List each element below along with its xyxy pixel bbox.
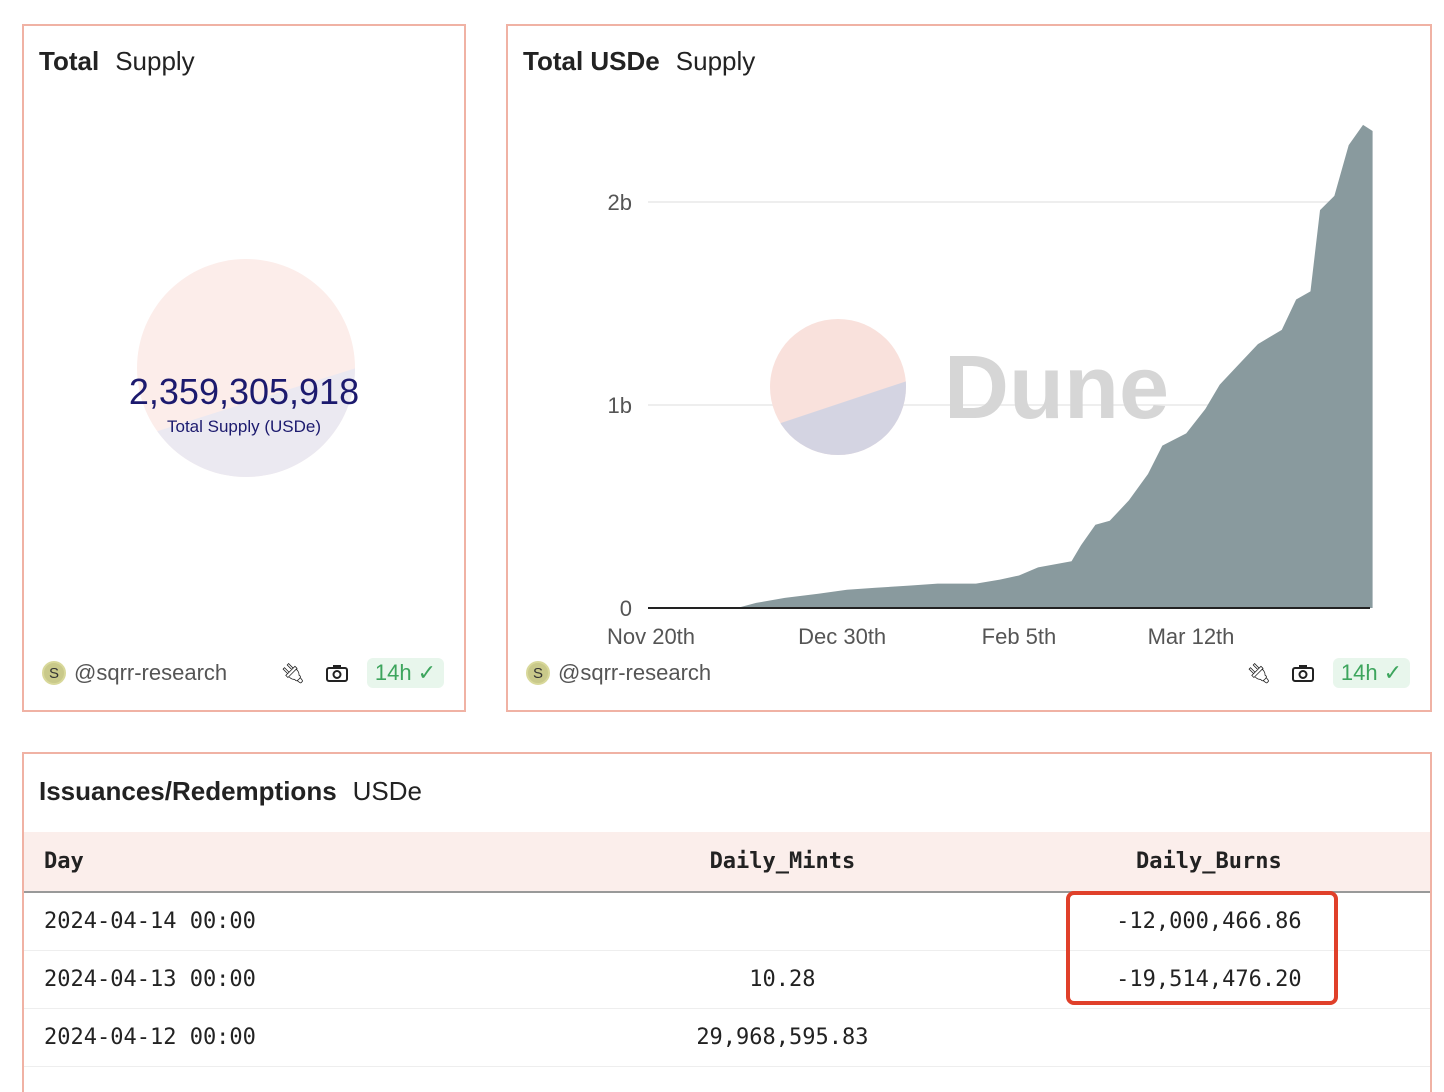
cell-day: 2024-04-14 00:00 <box>24 892 578 951</box>
cell-burns: -19,514,476.20 <box>987 950 1430 1009</box>
cell-burns <box>987 1008 1430 1067</box>
cell-burns: -12,000,466.86 <box>987 892 1430 951</box>
title-bold: Total USDe <box>523 46 660 76</box>
card-title: Total Supply <box>39 46 195 77</box>
column-header-day[interactable]: Day <box>24 832 578 893</box>
area-chart: 0 1b 2b Dune Nov 20th Dec 30th Feb 5th Mar 12th <box>607 124 1373 649</box>
counter-label: Total Supply (USDe) <box>166 417 321 436</box>
total-usde-supply-card: Total USDe Supply 0 1b 2b Dune Nov 20th Dec 30… <box>506 24 1432 712</box>
highlight-annotation <box>1066 891 1338 1005</box>
y-tick-label: 2b <box>608 190 632 215</box>
title-bold: Total <box>39 46 100 76</box>
x-tick-label: Nov 20th <box>607 624 695 649</box>
title-rest: USDe <box>352 776 423 806</box>
author-name: @sqrr-research <box>74 660 228 685</box>
table-row: 2024-04-13 00:00 10.28 -19,514,476.20 <box>24 950 1430 1009</box>
column-header-daily-burns[interactable]: Daily_Burns <box>987 832 1430 893</box>
dune-watermark-text: Dune <box>944 338 1169 438</box>
card-title: Total USDe Supply <box>523 46 755 77</box>
area-series <box>737 124 1373 609</box>
avatar: S <box>526 661 550 685</box>
card-title: Issuances/Redemptions USDe <box>39 776 422 807</box>
verified-icon: ✓ <box>417 660 436 685</box>
cell-mints <box>577 892 988 951</box>
column-header-daily-mints[interactable]: Daily_Mints <box>577 832 988 893</box>
issuances-table-card: Issuances/Redemptions USDe Day Daily_Mint… <box>22 752 1432 1092</box>
author-link[interactable]: S @sqrr-research <box>526 660 711 686</box>
total-supply-card: Total Supply 2,359,305,918 Total Supply (… <box>22 24 466 712</box>
refresh-badge[interactable]: 14h ✓ <box>1332 658 1410 688</box>
x-tick-label: Dec 30th <box>798 624 886 649</box>
cell-day: 2024-04-13 00:00 <box>24 950 578 1009</box>
x-tick-label: Mar 12th <box>1148 624 1235 649</box>
plug-icon[interactable]: 🔌︎ <box>280 662 306 685</box>
badge-text: 14h <box>1340 660 1378 685</box>
camera-icon[interactable] <box>323 659 351 687</box>
y-tick-label: 0 <box>620 596 632 621</box>
table-row: 2024-04-12 00:00 29,968,595.83 <box>24 1008 1430 1067</box>
refresh-badge[interactable]: 14h ✓ <box>366 658 444 688</box>
camera-icon[interactable] <box>1289 659 1317 687</box>
badge-text: 14h <box>374 660 412 685</box>
verified-icon: ✓ <box>1383 660 1402 685</box>
title-bold: Issuances/Redemptions <box>39 776 337 806</box>
cell-day: 2024-04-12 00:00 <box>24 1008 578 1067</box>
author-link[interactable]: S @sqrr-research <box>42 660 227 686</box>
watermark-bottom <box>770 380 906 455</box>
avatar: S <box>42 661 66 685</box>
y-tick-label: 1b <box>608 393 632 418</box>
cell-mints: 10.28 <box>577 950 988 1009</box>
cell-mints: 29,968,595.83 <box>577 1008 988 1067</box>
title-rest: Supply <box>115 46 195 76</box>
watermark-logo-icon <box>137 259 355 477</box>
author-name: @sqrr-research <box>558 660 712 685</box>
plug-icon[interactable]: 🔌︎ <box>1246 662 1272 685</box>
counter: 2,359,305,918 Total Supply (USDe) <box>24 371 464 437</box>
x-tick-label: Feb 5th <box>982 624 1057 649</box>
counter-value: 2,359,305,918 <box>128 371 360 412</box>
title-rest: Supply <box>675 46 756 76</box>
table-row: 2024-04-14 00:00 -12,000,466.86 <box>24 892 1430 951</box>
